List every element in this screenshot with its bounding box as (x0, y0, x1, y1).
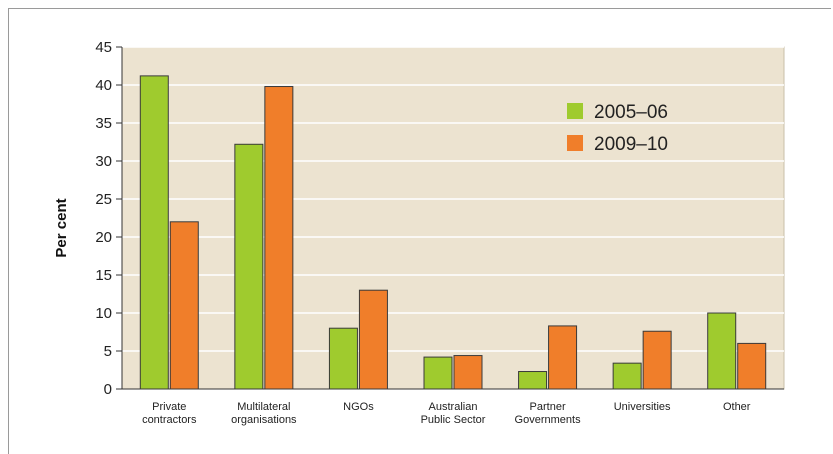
x-tick-label: Governments (515, 414, 582, 426)
plot-area (121, 46, 785, 390)
bar (642, 330, 672, 390)
x-tick-label: Public Sector (421, 414, 486, 426)
bar (234, 143, 264, 390)
x-tick-label: Private (152, 401, 186, 413)
bar (518, 371, 548, 390)
x-tick-label: Other (723, 401, 751, 413)
bar (453, 355, 483, 390)
bar (737, 342, 767, 390)
x-tick-label: NGOs (343, 401, 374, 413)
y-tick-label: 40 (95, 77, 112, 94)
y-tick-label: 0 (104, 381, 112, 398)
bar (707, 312, 737, 390)
bar (423, 356, 453, 390)
bar (328, 327, 358, 390)
bar (358, 289, 388, 390)
bar (139, 75, 169, 390)
x-tick-label: organisations (231, 414, 297, 426)
bar (548, 325, 578, 390)
x-tick-label: Australian (429, 401, 478, 413)
y-tick-label: 10 (95, 305, 112, 322)
bar (264, 86, 294, 390)
legend-swatch (567, 135, 583, 151)
y-tick-label: 20 (95, 229, 112, 246)
x-tick-label: Multilateral (237, 401, 290, 413)
y-tick-label: 30 (95, 153, 112, 170)
legend-label: 2005–06 (594, 102, 668, 123)
x-tick-label: contractors (142, 414, 197, 426)
y-tick-label: 45 (95, 39, 112, 56)
x-tick-label: Universities (614, 401, 671, 413)
x-tick-label: Partner (530, 401, 566, 413)
y-tick-label: 25 (95, 191, 112, 208)
legend-label: 2009–10 (594, 134, 668, 155)
bar (612, 362, 642, 390)
legend-swatch (567, 103, 583, 119)
y-tick-label: 5 (104, 343, 112, 360)
y-axis-title: Per cent (53, 198, 70, 257)
bar (169, 221, 199, 390)
y-tick-label: 15 (95, 267, 112, 284)
y-tick-label: 35 (95, 115, 112, 132)
